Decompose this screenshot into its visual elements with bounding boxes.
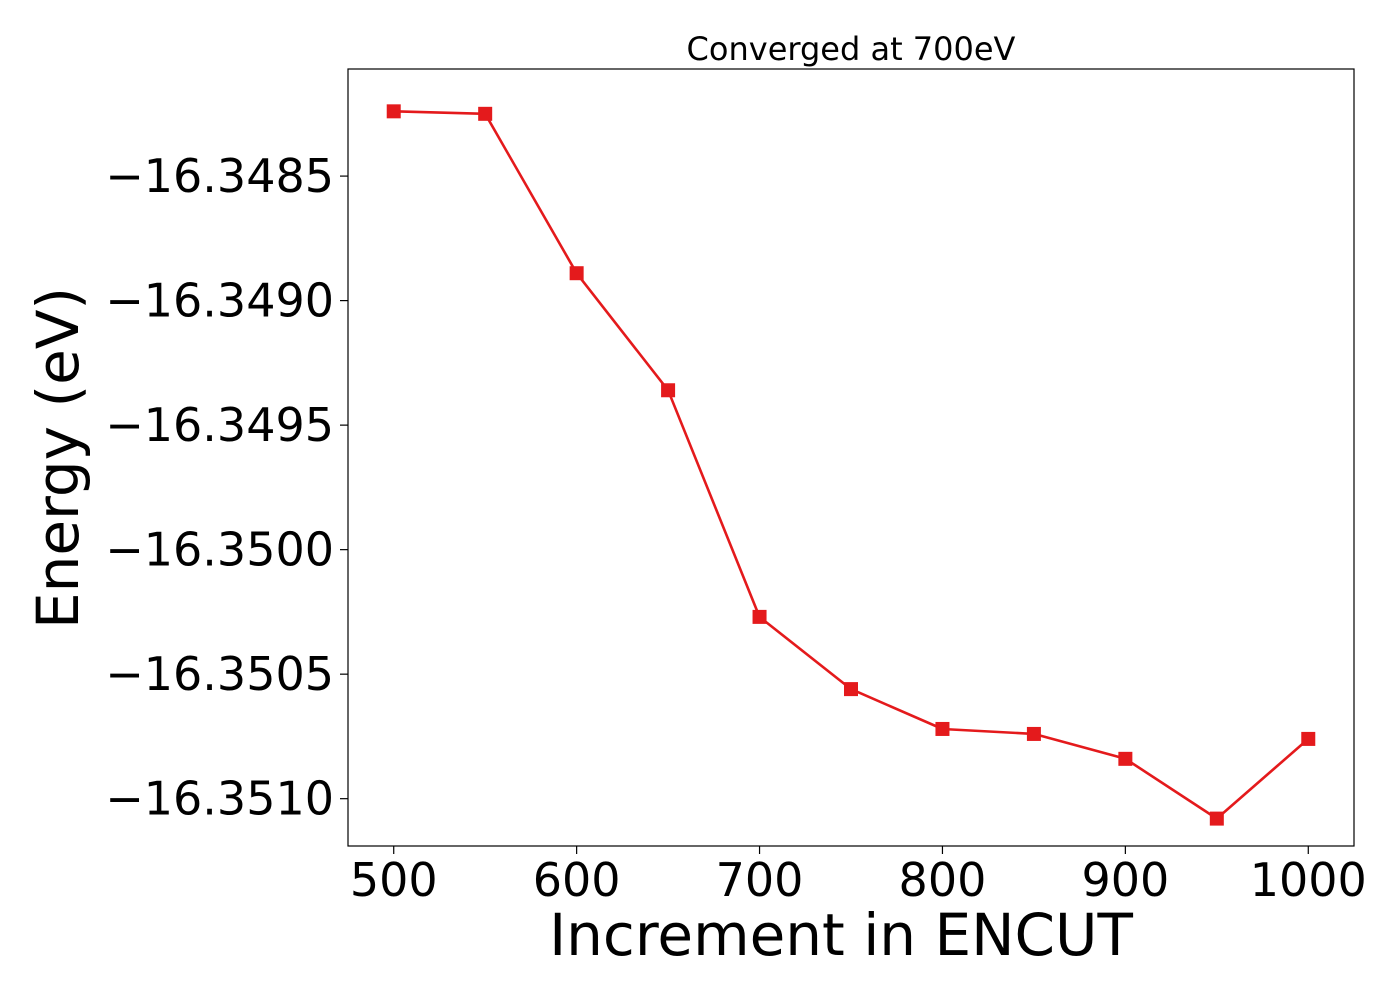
data-point-marker — [1118, 751, 1133, 766]
y-axis-ticks: −16.3485 −16.3490 −16.3495 −16.3500 −16.3505… — [105, 149, 348, 826]
y-tick-label: −16.3510 — [105, 772, 334, 826]
data-point-marker — [752, 609, 767, 624]
x-axis-ticks: 500 600 700 800 900 1000 — [350, 846, 1367, 907]
y-tick-label: −16.3500 — [105, 523, 334, 577]
data-point-marker — [1301, 731, 1316, 746]
data-point-marker — [844, 682, 858, 697]
x-tick-label: 800 — [899, 853, 987, 907]
y-tick-label: −16.3495 — [105, 398, 334, 452]
y-axis-label: Energy (eV) — [24, 287, 92, 629]
data-point-marker — [661, 383, 676, 398]
series-layer — [386, 104, 1316, 826]
x-tick-label: 600 — [533, 853, 621, 907]
series-line — [393, 110, 1310, 820]
data-point-marker — [478, 106, 493, 121]
x-tick-label: 500 — [350, 853, 438, 907]
plot-area-frame — [347, 68, 1355, 847]
y-tick-label: −16.3505 — [105, 647, 334, 701]
x-tick-label: 700 — [716, 853, 804, 907]
data-point-marker — [386, 104, 401, 119]
data-point-marker — [1026, 726, 1041, 741]
x-tick-label: 900 — [1081, 853, 1169, 907]
data-point-marker — [569, 266, 584, 281]
y-tick-label: −16.3485 — [105, 149, 334, 203]
chart-title: Converged at 700eV — [687, 30, 1016, 68]
x-tick-label: 1000 — [1250, 853, 1367, 907]
data-point-marker — [935, 721, 950, 736]
y-tick-label: −16.3490 — [105, 274, 334, 328]
data-point-marker — [1209, 811, 1224, 826]
x-axis-label: Increment in ENCUT — [549, 901, 1133, 969]
